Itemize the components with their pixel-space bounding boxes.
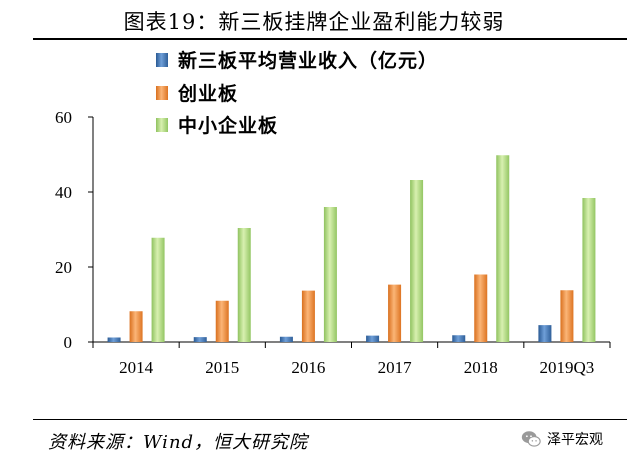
x-tick-label: 2018 — [464, 358, 498, 377]
bar-2016-series-1 — [279, 336, 293, 342]
bar-2015-series-3 — [237, 228, 251, 342]
legend-swatch-1 — [156, 53, 168, 67]
bar-2017-series-3 — [410, 180, 424, 342]
bar-2014-series-2 — [129, 311, 143, 342]
bar-2015-series-2 — [215, 300, 229, 342]
legend-label-2: 创业板 — [177, 82, 238, 105]
bar-2016-series-3 — [323, 207, 337, 342]
brand-watermark: 泽平宏观 — [520, 428, 603, 450]
bar-2019Q3-series-2 — [560, 290, 574, 342]
brand-name: 泽平宏观 — [547, 432, 603, 448]
y-tick-label: 40 — [55, 183, 72, 202]
bar-2017-series-1 — [366, 335, 380, 342]
bar-2018-series-3 — [496, 155, 510, 342]
bar-2016-series-2 — [301, 290, 315, 342]
x-tick-label: 2019Q3 — [540, 358, 595, 377]
tick-labels: 0 20 40 60 2014 2015 2016 2017 2018 2019Q3 — [55, 108, 594, 377]
bar-2014-series-1 — [107, 337, 121, 342]
bar-2014-series-3 — [151, 237, 165, 342]
bar-2015-series-1 — [193, 337, 207, 342]
bar-2019Q3-series-3 — [582, 198, 596, 342]
source-note: 资料来源：Wind，恒大研究院 — [48, 432, 309, 453]
bars — [107, 155, 596, 342]
wechat-logo-icon — [521, 431, 541, 447]
axes — [88, 116, 611, 348]
y-tick-label: 0 — [64, 333, 73, 352]
x-tick-label: 2014 — [119, 358, 154, 377]
bar-2018-series-2 — [474, 274, 488, 342]
bottom-rule — [33, 419, 627, 420]
bar-2017-series-2 — [388, 284, 402, 342]
x-tick-label: 2017 — [378, 358, 413, 377]
y-tick-label: 20 — [55, 258, 72, 277]
figure-title: 图表19：新三板挂牌企业盈利能力较弱 — [123, 10, 505, 34]
legend-swatch-2 — [156, 86, 168, 100]
x-tick-label: 2015 — [205, 358, 239, 377]
legend-swatch-3 — [156, 118, 168, 132]
bar-2018-series-1 — [452, 335, 466, 342]
top-rule — [33, 38, 627, 40]
legend-label-1: 新三板平均营业收入（亿元） — [178, 49, 438, 72]
x-tick-label: 2016 — [291, 358, 325, 377]
legend-label-3: 中小企业板 — [178, 114, 278, 137]
bar-2019Q3-series-1 — [538, 325, 552, 342]
y-tick-label: 60 — [55, 108, 72, 127]
